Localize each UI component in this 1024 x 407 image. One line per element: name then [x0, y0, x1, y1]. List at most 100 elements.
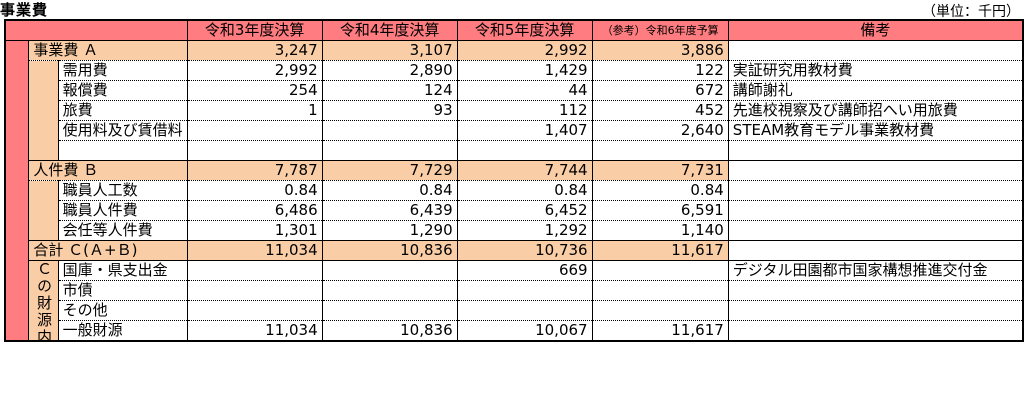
- table-row: 職員人件費 6,486 6,439 6,452 6,591: [5, 200, 1024, 221]
- value-cell: 11,617: [591, 320, 729, 342]
- value-cell: 7,729: [321, 160, 458, 181]
- value-cell: 10,836: [321, 320, 458, 342]
- value-cell: [591, 260, 729, 281]
- unit-label: （単位：千円）: [922, 4, 1020, 20]
- value-cell: 1,301: [186, 220, 323, 241]
- remark-cell: [727, 160, 1024, 181]
- value-cell: 10,836: [321, 240, 458, 261]
- table-row: 旅費 1 93 112 452 先進校視察及び講師招へい用旅費: [5, 100, 1024, 121]
- header-blank: [4, 20, 188, 41]
- funding-breakdown-label: Ｃの財源内訳: [28, 260, 59, 342]
- section-row-jigyohi: 事業費 Ａ 3,247 3,107 2,992 3,886: [4, 40, 1024, 341]
- indent-cell: [28, 60, 59, 161]
- table-row: Ｃの財源内訳 国庫・県支出金 669 デジタル田園都市国家構想推進交付金: [5, 260, 1024, 342]
- value-cell: [186, 120, 323, 141]
- value-cell: 669: [456, 260, 593, 281]
- value-cell: 93: [321, 100, 458, 121]
- value-cell: 7,787: [186, 160, 323, 181]
- value-cell: [456, 300, 593, 321]
- value-cell: 1,290: [321, 220, 458, 241]
- table-row: 一般財源 11,034 10,836 10,067 11,617: [5, 320, 1024, 342]
- table-row: その他: [5, 300, 1024, 321]
- value-cell: 7,744: [456, 160, 593, 181]
- table-row: 職員人工数 0.84 0.84 0.84 0.84: [5, 180, 1024, 241]
- remark-cell: 講師謝礼: [727, 80, 1024, 101]
- section-label: 事業費 Ａ: [28, 40, 188, 61]
- remark-cell: STEAM教育モデル事業教材費: [727, 120, 1024, 141]
- value-cell: 11,617: [591, 240, 729, 261]
- value-cell: 1,429: [456, 60, 593, 81]
- total-row: 合計 Ｃ(Ａ+Ｂ) 11,034 10,836 10,736 11,617: [5, 240, 1024, 261]
- value-cell: [321, 260, 458, 281]
- value-cell: 112: [456, 100, 593, 121]
- value-cell: 2,640: [591, 120, 729, 141]
- header-remarks: 備考: [727, 20, 1024, 41]
- budget-table: 令和3年度決算 令和4年度決算 令和5年度決算 （参考）令和6年度予算 備考 事…: [4, 19, 1024, 342]
- value-cell: [591, 280, 729, 301]
- value-cell: 1,140: [591, 220, 729, 241]
- sheet-title: 事業費: [0, 1, 49, 19]
- row-label: その他: [57, 300, 188, 321]
- value-cell: [321, 120, 458, 141]
- remark-cell: [727, 240, 1024, 261]
- remark-cell: [727, 280, 1024, 301]
- blank-row: [5, 140, 1024, 161]
- remark-cell: [727, 180, 1024, 201]
- header-r5: 令和5年度決算: [456, 20, 593, 41]
- value-cell: 2,992: [456, 40, 593, 61]
- header-row: 令和3年度決算 令和4年度決算 令和5年度決算 （参考）令和6年度予算 備考: [4, 20, 1024, 41]
- value-cell: [186, 260, 323, 281]
- blank-cell: [727, 140, 1024, 161]
- row-label: 職員人工数: [57, 180, 188, 201]
- total-label: 合計 Ｃ(Ａ+Ｂ): [28, 240, 188, 261]
- table-row: 会任等人件費 1,301 1,290 1,292 1,140: [5, 220, 1024, 241]
- value-cell: 1,292: [456, 220, 593, 241]
- value-cell: 672: [591, 80, 729, 101]
- value-cell: 2,890: [321, 60, 458, 81]
- remark-cell: [727, 220, 1024, 241]
- value-cell: 7,731: [591, 160, 729, 181]
- blank-cell: [321, 140, 458, 161]
- value-cell: 6,591: [591, 200, 729, 221]
- header-r4: 令和4年度決算: [321, 20, 458, 41]
- value-cell: 11,034: [186, 240, 323, 261]
- blank-cell: [186, 140, 323, 161]
- value-cell: 6,439: [321, 200, 458, 221]
- value-cell: [456, 280, 593, 301]
- value-cell: 1,407: [456, 120, 593, 141]
- row-label: 職員人件費: [57, 200, 188, 221]
- value-cell: 3,247: [186, 40, 323, 61]
- header-r6: （参考）令和6年度予算: [591, 20, 729, 41]
- value-cell: [321, 280, 458, 301]
- value-cell: 0.84: [186, 180, 323, 201]
- value-cell: 124: [321, 80, 458, 101]
- blank-cell: [57, 140, 188, 161]
- remark-cell: 先進校視察及び講師招へい用旅費: [727, 100, 1024, 121]
- value-cell: 11,034: [186, 320, 323, 342]
- blank-cell: [591, 140, 729, 161]
- row-label: 使用料及び賃借料: [57, 120, 188, 141]
- row-label: 市債: [57, 280, 188, 301]
- value-cell: 0.84: [591, 180, 729, 201]
- value-cell: 6,452: [456, 200, 593, 221]
- remark-cell: 実証研究用教材費: [727, 60, 1024, 81]
- value-cell: 254: [186, 80, 323, 101]
- header-r3: 令和3年度決算: [186, 20, 323, 41]
- row-label: 需用費: [57, 60, 188, 81]
- value-cell: 10,067: [456, 320, 593, 342]
- table-row: 使用料及び賃借料 1,407 2,640 STEAM教育モデル事業教材費: [5, 120, 1024, 141]
- value-cell: 452: [591, 100, 729, 121]
- section-label: 人件費 Ｂ: [28, 160, 188, 181]
- value-cell: 44: [456, 80, 593, 101]
- value-cell: [321, 300, 458, 321]
- blank-cell: [456, 140, 593, 161]
- value-cell: 10,736: [456, 240, 593, 261]
- row-label: 一般財源: [57, 320, 188, 342]
- value-cell: [591, 300, 729, 321]
- value-cell: 6,486: [186, 200, 323, 221]
- value-cell: 0.84: [456, 180, 593, 201]
- value-cell: 3,886: [591, 40, 729, 61]
- remark-cell: デジタル田園都市国家構想推進交付金: [727, 260, 1024, 281]
- value-cell: [186, 300, 323, 321]
- left-margin: [4, 40, 30, 341]
